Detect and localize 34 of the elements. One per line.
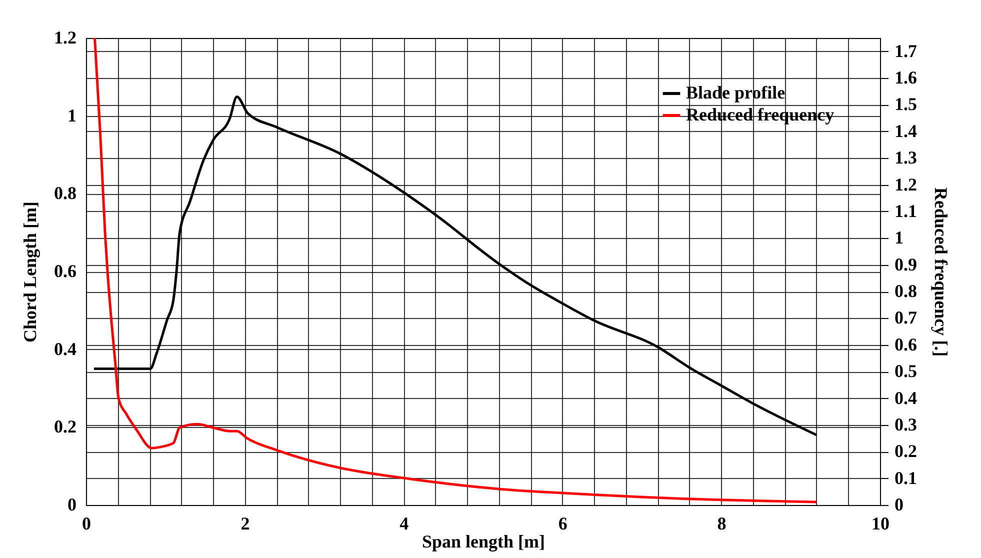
x-tick-label: 6: [558, 514, 568, 534]
y2-tick-label: 1.7: [894, 40, 917, 61]
y2-tick-label: 0.7: [894, 308, 917, 328]
y2-tick-label: 1.1: [894, 200, 917, 221]
y2-tick-label: 1.4: [894, 120, 917, 141]
y-tick-label: 0.4: [54, 338, 76, 359]
y-tick-label: 1.2: [54, 28, 76, 48]
y-tick-label: 0: [68, 494, 76, 514]
y2-tick-label: 1: [894, 228, 904, 248]
y2-tick-label: 0.8: [894, 281, 917, 302]
y2-tick-label: 0.3: [894, 414, 917, 434]
y2-tick-label: 0.2: [894, 441, 917, 462]
x-tick-label: 2: [240, 514, 250, 534]
y2-tick-label: 0.6: [894, 334, 917, 354]
y-tick-label: 1: [68, 105, 76, 126]
y2-tick-label: 0.5: [894, 361, 917, 382]
y2-tick-label: 1.6: [894, 68, 917, 88]
y-tick-label: 0.8: [54, 183, 76, 204]
y2-tick-label: 0.4: [894, 388, 917, 408]
x-tick-label: 10: [872, 514, 890, 534]
y2-tick-label: 1.2: [894, 174, 917, 194]
x-axis-title: Span length [m]: [422, 532, 546, 552]
y-tick-label: 0.6: [54, 261, 76, 281]
y2-tick-label: 1.5: [894, 94, 917, 114]
y2-tick-label: 0: [894, 494, 904, 514]
y2-tick-label: 1.3: [894, 148, 917, 168]
y2-tick-label: 0.1: [894, 468, 917, 488]
x-tick-label: 0: [82, 514, 91, 534]
y2-tick-label: 0.9: [894, 254, 917, 274]
x-tick-label: 8: [717, 514, 726, 534]
y-axis-title: Chord Length [m]: [20, 201, 40, 343]
y-tick-label: 0.2: [54, 416, 76, 437]
x-tick-label: 4: [400, 514, 409, 534]
y2-axis-title: Reduced frequency [.]: [931, 187, 951, 357]
